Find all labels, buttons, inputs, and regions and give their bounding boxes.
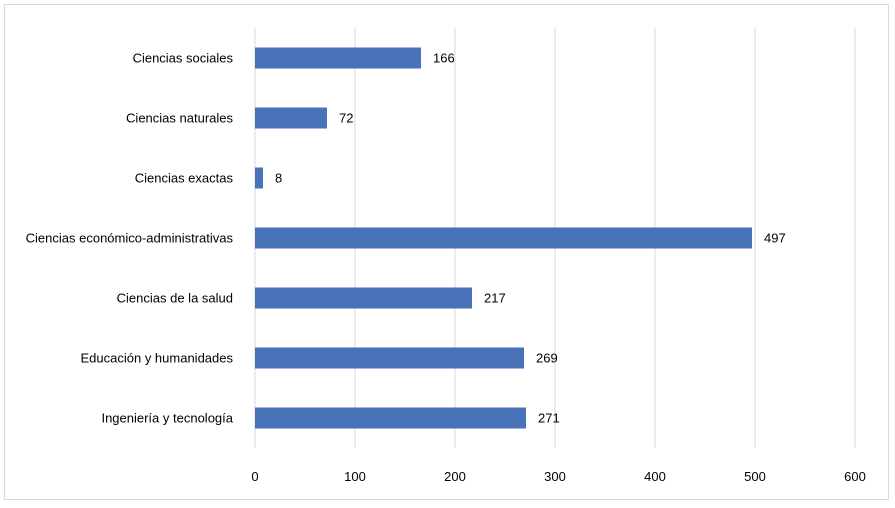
x-tick-label: 300 [544, 469, 566, 484]
bars [255, 47, 752, 429]
bar [255, 167, 263, 189]
data-label: 8 [275, 171, 282, 186]
x-tick-label: 600 [844, 469, 866, 484]
data-label: 269 [536, 351, 558, 366]
x-tick-label: 0 [251, 469, 258, 484]
bar [255, 47, 421, 69]
category-label: Ciencias naturales [126, 111, 233, 126]
bar [255, 227, 752, 249]
x-axis-tick-labels: 0 100 200 300 400 500 600 [251, 469, 865, 484]
category-labels: Ciencias sociales Ciencias naturales Cienc… [26, 51, 234, 426]
category-label: Ciencias sociales [133, 51, 234, 66]
x-tick-label: 100 [344, 469, 366, 484]
category-label: Ingeniería y tecnología [101, 411, 233, 426]
category-label: Ciencias económico-administrativas [26, 231, 234, 246]
bar [255, 407, 526, 429]
bar [255, 287, 472, 309]
data-label: 497 [764, 231, 786, 246]
bar [255, 107, 327, 129]
x-tick-label: 500 [744, 469, 766, 484]
data-label: 271 [538, 411, 560, 426]
category-label: Ciencias exactas [135, 171, 234, 186]
category-label: Ciencias de la salud [117, 291, 233, 306]
data-label: 72 [339, 111, 353, 126]
x-tick-label: 400 [644, 469, 666, 484]
x-tick-label: 200 [444, 469, 466, 484]
bar [255, 347, 524, 369]
value-labels: 166 72 8 497 217 269 271 [275, 51, 786, 426]
data-label: 166 [433, 51, 455, 66]
category-label: Educación y humanidades [81, 351, 234, 366]
data-label: 217 [484, 291, 506, 306]
